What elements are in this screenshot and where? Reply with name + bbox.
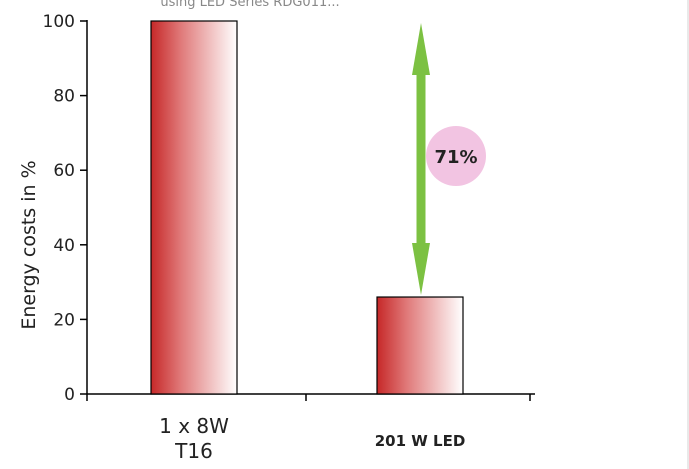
y-tick-label: 60 bbox=[53, 161, 75, 181]
y-tick-label: 80 bbox=[53, 87, 75, 107]
savings-arrow-head-up bbox=[412, 23, 430, 75]
y-ticks: 0 20 40 60 80 100 bbox=[43, 12, 87, 405]
chart-title: using LED Series RDG011... bbox=[160, 0, 339, 10]
savings-annotation: 71% bbox=[412, 23, 486, 296]
bars bbox=[150, 20, 464, 395]
savings-badge bbox=[426, 126, 486, 186]
x-ticks bbox=[86, 394, 531, 401]
y-tick-label: 20 bbox=[53, 310, 75, 330]
x-labels: 1 x 8W T16 201 W LED bbox=[159, 414, 465, 463]
page-edge bbox=[687, 0, 689, 469]
y-tick-label: 100 bbox=[43, 12, 75, 32]
savings-arrow-head-down bbox=[412, 243, 430, 296]
x-category-label: 201 W LED bbox=[375, 432, 466, 450]
savings-badge-label: 71% bbox=[434, 147, 477, 168]
x-category-label: 1 x 8W T16 bbox=[159, 414, 229, 463]
bar bbox=[150, 20, 238, 395]
y-axis-label: Energy costs in % bbox=[18, 160, 40, 329]
y-tick-label: 0 bbox=[64, 385, 75, 405]
y-tick-label: 40 bbox=[53, 236, 75, 256]
bar bbox=[376, 296, 464, 395]
